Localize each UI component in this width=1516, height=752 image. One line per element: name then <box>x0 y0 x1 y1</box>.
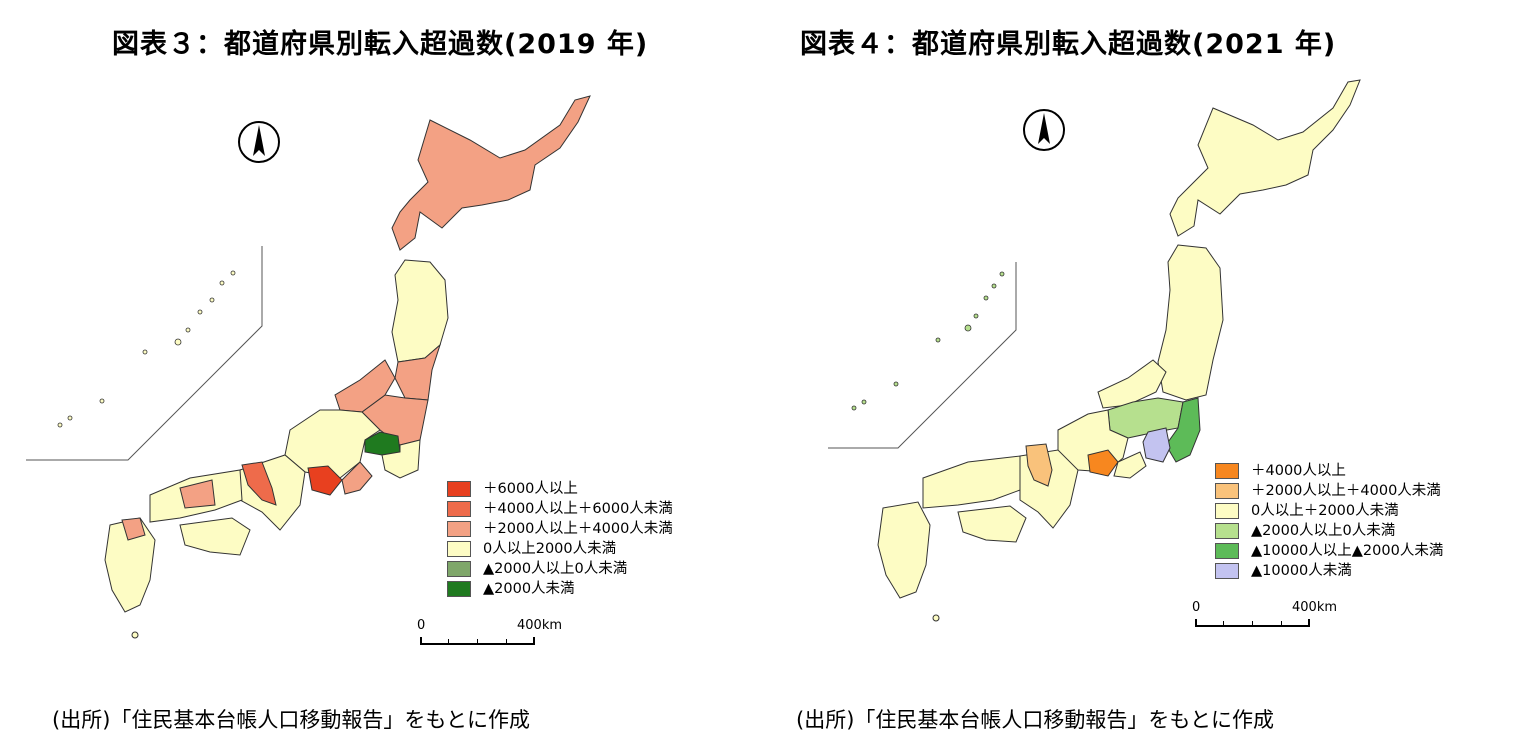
legend-swatch <box>1215 563 1239 579</box>
region-shizuoka <box>1113 451 1147 479</box>
legend-item: ▲10000人未満 <box>1215 561 1443 581</box>
legend-swatch <box>447 501 471 517</box>
north-arrow-icon <box>1023 109 1065 151</box>
choropleth-map <box>828 79 1361 622</box>
legend-swatch <box>447 481 471 497</box>
region-osaka-hyogo <box>241 461 277 506</box>
legend-swatch <box>1215 483 1239 499</box>
legend-label: ▲10000人以上▲2000人未満 <box>1251 543 1444 559</box>
scale-distance-label: 400km <box>1292 600 1338 615</box>
legend-label: ▲10000人未満 <box>1251 563 1352 579</box>
region-chugoku <box>922 455 1021 509</box>
north-arrow-icon <box>238 121 280 163</box>
region-shizuoka <box>341 461 373 495</box>
legend-label: ＋6000人以上 <box>483 481 578 497</box>
legend-swatch <box>447 581 471 597</box>
legend-label: ＋2000人以上＋4000人未満 <box>1251 483 1441 499</box>
scale-line <box>420 637 535 645</box>
scale-zero-label: 0 <box>417 618 426 633</box>
legend-label: 0人以上2000人未満 <box>483 541 617 557</box>
choropleth-map <box>26 95 591 639</box>
legend-item: ▲2000人未満 <box>447 579 673 599</box>
island <box>932 614 940 622</box>
region-kyushu <box>877 501 931 599</box>
region-kanto-east <box>381 439 421 479</box>
legend-label: ▲2000人以上0人未満 <box>483 561 628 577</box>
region-shikoku <box>179 517 251 556</box>
legend-item: ＋2000人以上＋4000人未満 <box>447 519 673 539</box>
scale-bar: 0 400km <box>1188 600 1337 640</box>
inset-frame <box>26 246 263 461</box>
scale-distance-label: 400km <box>517 618 563 633</box>
legend-swatch <box>1215 523 1239 539</box>
region-tohoku <box>1157 244 1224 401</box>
legend-swatch <box>447 561 471 577</box>
scale-bar: 0 400km <box>413 618 562 658</box>
region-osaka <box>1025 443 1053 487</box>
legend-item: 0人以上2000人未満 <box>447 539 673 559</box>
region-hiroshima <box>179 479 216 509</box>
legend-label: ＋2000人以上＋4000人未満 <box>483 521 673 537</box>
source-note: (出所)「住民基本台帳人口移動報告」をもとに作成 <box>796 708 1274 732</box>
legend-swatch <box>447 541 471 557</box>
region-hokkaido <box>1169 79 1361 237</box>
scale-line <box>1195 619 1310 627</box>
legend-item: ＋2000人以上＋4000人未満 <box>1215 481 1443 501</box>
map-panel-2019: 図表３：都道府県別転入超過数(2019 年) <box>26 29 673 732</box>
legend-label: ▲2000人以上0人未満 <box>1251 523 1396 539</box>
legend-item: ▲2000人以上0人未満 <box>1215 521 1443 541</box>
island <box>131 631 139 639</box>
region-hokkaido <box>391 95 591 251</box>
legend-item: ＋6000人以上 <box>447 479 673 499</box>
region-fukuoka <box>121 517 146 541</box>
region-chiba-ibaraki <box>1165 397 1201 463</box>
map-legend: ＋6000人以上 ＋4000人以上＋6000人未満 ＋2000人以上＋4000人… <box>447 479 673 599</box>
legend-swatch <box>1215 503 1239 519</box>
region-niigata <box>1097 359 1167 409</box>
legend-label: 0人以上＋2000人未満 <box>1251 503 1399 519</box>
inset-frame <box>828 262 1017 449</box>
map-panel-2021: 図表４：都道府県別転入超過数(2021 年) ＋400 <box>758 0 1516 752</box>
panel-title: 図表４：都道府県別転入超過数(2021 年) <box>800 29 1337 60</box>
region-aichi <box>307 465 343 496</box>
legend-item: ▲10000人以上▲2000人未満 <box>1215 541 1443 561</box>
source-note: (出所)「住民基本台帳人口移動報告」をもとに作成 <box>52 708 530 732</box>
legend-swatch <box>1215 543 1239 559</box>
legend-item: ＋4000人以上 <box>1215 461 1443 481</box>
legend-label: ＋4000人以上＋6000人未満 <box>483 501 673 517</box>
scale-zero-label: 0 <box>1192 600 1201 615</box>
legend-item: 0人以上＋2000人未満 <box>1215 501 1443 521</box>
region-shikoku <box>957 505 1027 543</box>
panel-title: 図表３：都道府県別転入超過数(2019 年) <box>112 29 649 60</box>
legend-label: ＋4000人以上 <box>1251 463 1346 479</box>
region-kyushu <box>104 517 156 613</box>
map-legend: ＋4000人以上 ＋2000人以上＋4000人未満 0人以上＋2000人未満 ▲… <box>1215 461 1443 581</box>
region-tokyo <box>1142 427 1171 463</box>
region-aichi <box>1087 449 1119 477</box>
legend-item: ＋4000人以上＋6000人未満 <box>447 499 673 519</box>
okinawa-islands <box>57 270 236 428</box>
legend-swatch <box>1215 463 1239 479</box>
legend-item: ▲2000人以上0人未満 <box>447 559 673 579</box>
legend-swatch <box>447 521 471 537</box>
okinawa-islands <box>851 271 1005 411</box>
legend-label: ▲2000人未満 <box>483 581 575 597</box>
